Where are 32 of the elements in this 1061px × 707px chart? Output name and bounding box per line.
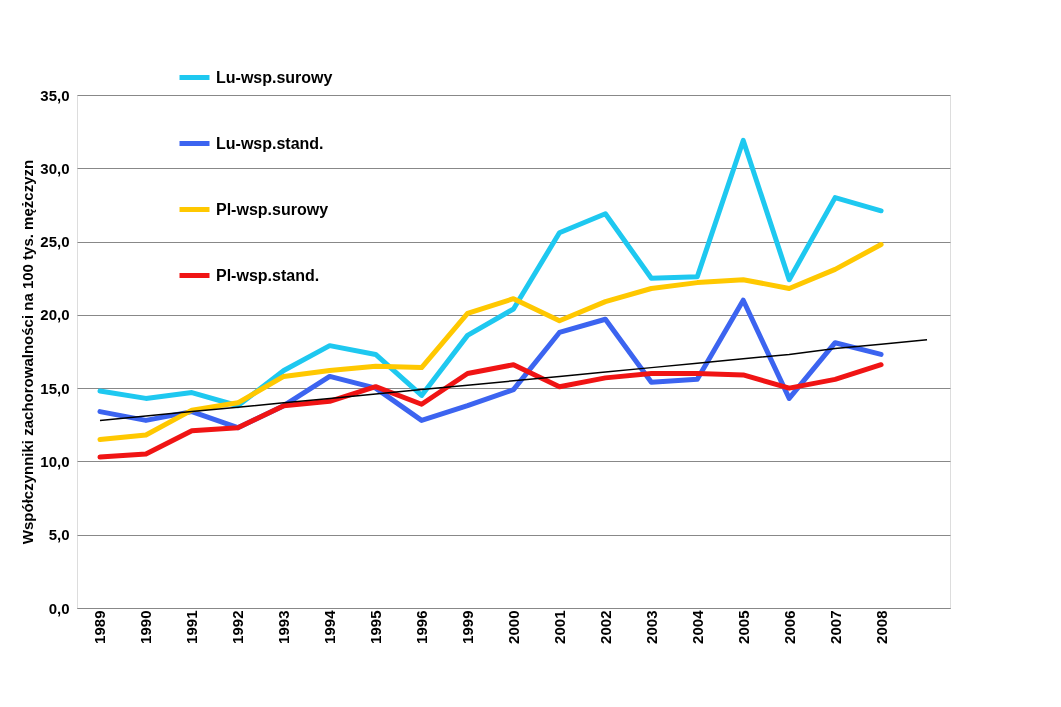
x-tick-label: 2008 (872, 610, 890, 644)
y-tick-label: 5,0 (48, 526, 70, 544)
x-tick-label: 2006 (780, 610, 798, 644)
legend-label: Lu-wsp.surowy (216, 68, 333, 86)
legend-label: Pl-wsp.surowy (216, 200, 329, 218)
x-tick-label: 1999 (459, 610, 477, 644)
y-tick-label: 25,0 (40, 233, 70, 251)
y-tick-label: 0,0 (48, 599, 70, 617)
y-axis-title: Współczynniki zachorowalności na 100 tys. mężczyzn (19, 159, 37, 545)
y-tick-label: 20,0 (40, 306, 70, 324)
x-tick-label: 1994 (321, 609, 339, 644)
x-tick-label: 2002 (596, 610, 614, 644)
legend-label: Lu-wsp.stand. (216, 134, 324, 152)
x-tick-label: 1989 (91, 610, 109, 644)
x-tick-label: 1996 (413, 610, 431, 644)
x-tick-label: 2005 (734, 610, 752, 644)
x-tick-label: 2004 (688, 609, 706, 644)
y-tick-label: 30,0 (40, 159, 70, 177)
x-tick-label: 2000 (505, 610, 522, 644)
y-tick-label: 15,0 (40, 379, 70, 397)
x-tick-label: 1992 (229, 610, 247, 644)
x-tick-label: 1990 (137, 610, 155, 644)
x-tick-label: 1995 (367, 610, 385, 644)
legend-label: Pl-wsp.stand. (216, 266, 320, 284)
x-tick-label: 2001 (550, 610, 568, 644)
y-tick-label: 10,0 (40, 452, 70, 470)
line-series (99, 339, 928, 422)
y-tick-label: 35,0 (40, 86, 70, 104)
x-tick-label: 1991 (183, 610, 201, 644)
x-tick-label: 2003 (642, 610, 660, 644)
x-tick-label: 1993 (275, 610, 293, 644)
x-tick-label: 2007 (826, 610, 844, 644)
